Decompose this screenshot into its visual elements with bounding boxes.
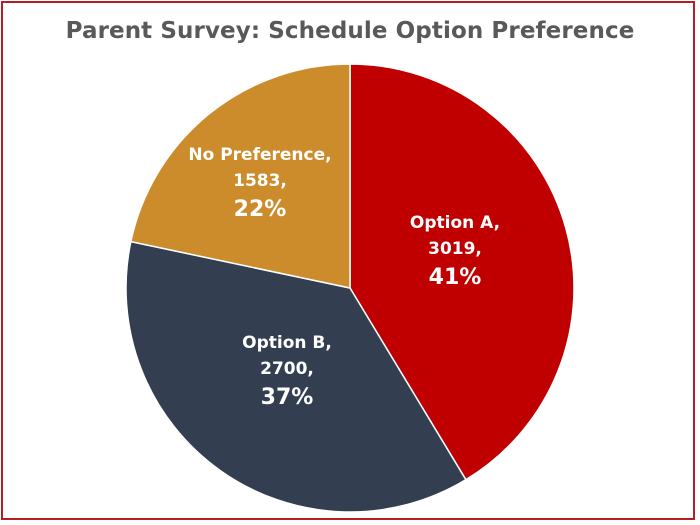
slice-value-label: 1583, <box>233 171 287 191</box>
slice-percent-label: 37% <box>261 385 314 410</box>
chart-title: Parent Survey: Schedule Option Preferenc… <box>65 18 635 44</box>
slice-value-label: 2700, <box>260 359 314 379</box>
data-label-option-b: Option B, 2700, 37% <box>242 333 332 410</box>
slice-name-label: Option B, <box>242 333 332 353</box>
pie-slice-option-a <box>349 63 575 481</box>
slice-name-label: Option A, <box>410 213 500 233</box>
slice-percent-label: 22% <box>234 197 287 222</box>
slice-value-label: 3019, <box>428 239 482 259</box>
slice-percent-label: 41% <box>429 265 482 290</box>
data-label-option-a: Option A, 3019, 41% <box>410 213 500 290</box>
pie-slice-option-b <box>125 240 467 513</box>
pie-slice-no-preference <box>129 63 351 289</box>
data-label-no-preference: No Preference, 1583, 22% <box>188 145 331 222</box>
slice-name-label: No Preference, <box>188 145 331 165</box>
